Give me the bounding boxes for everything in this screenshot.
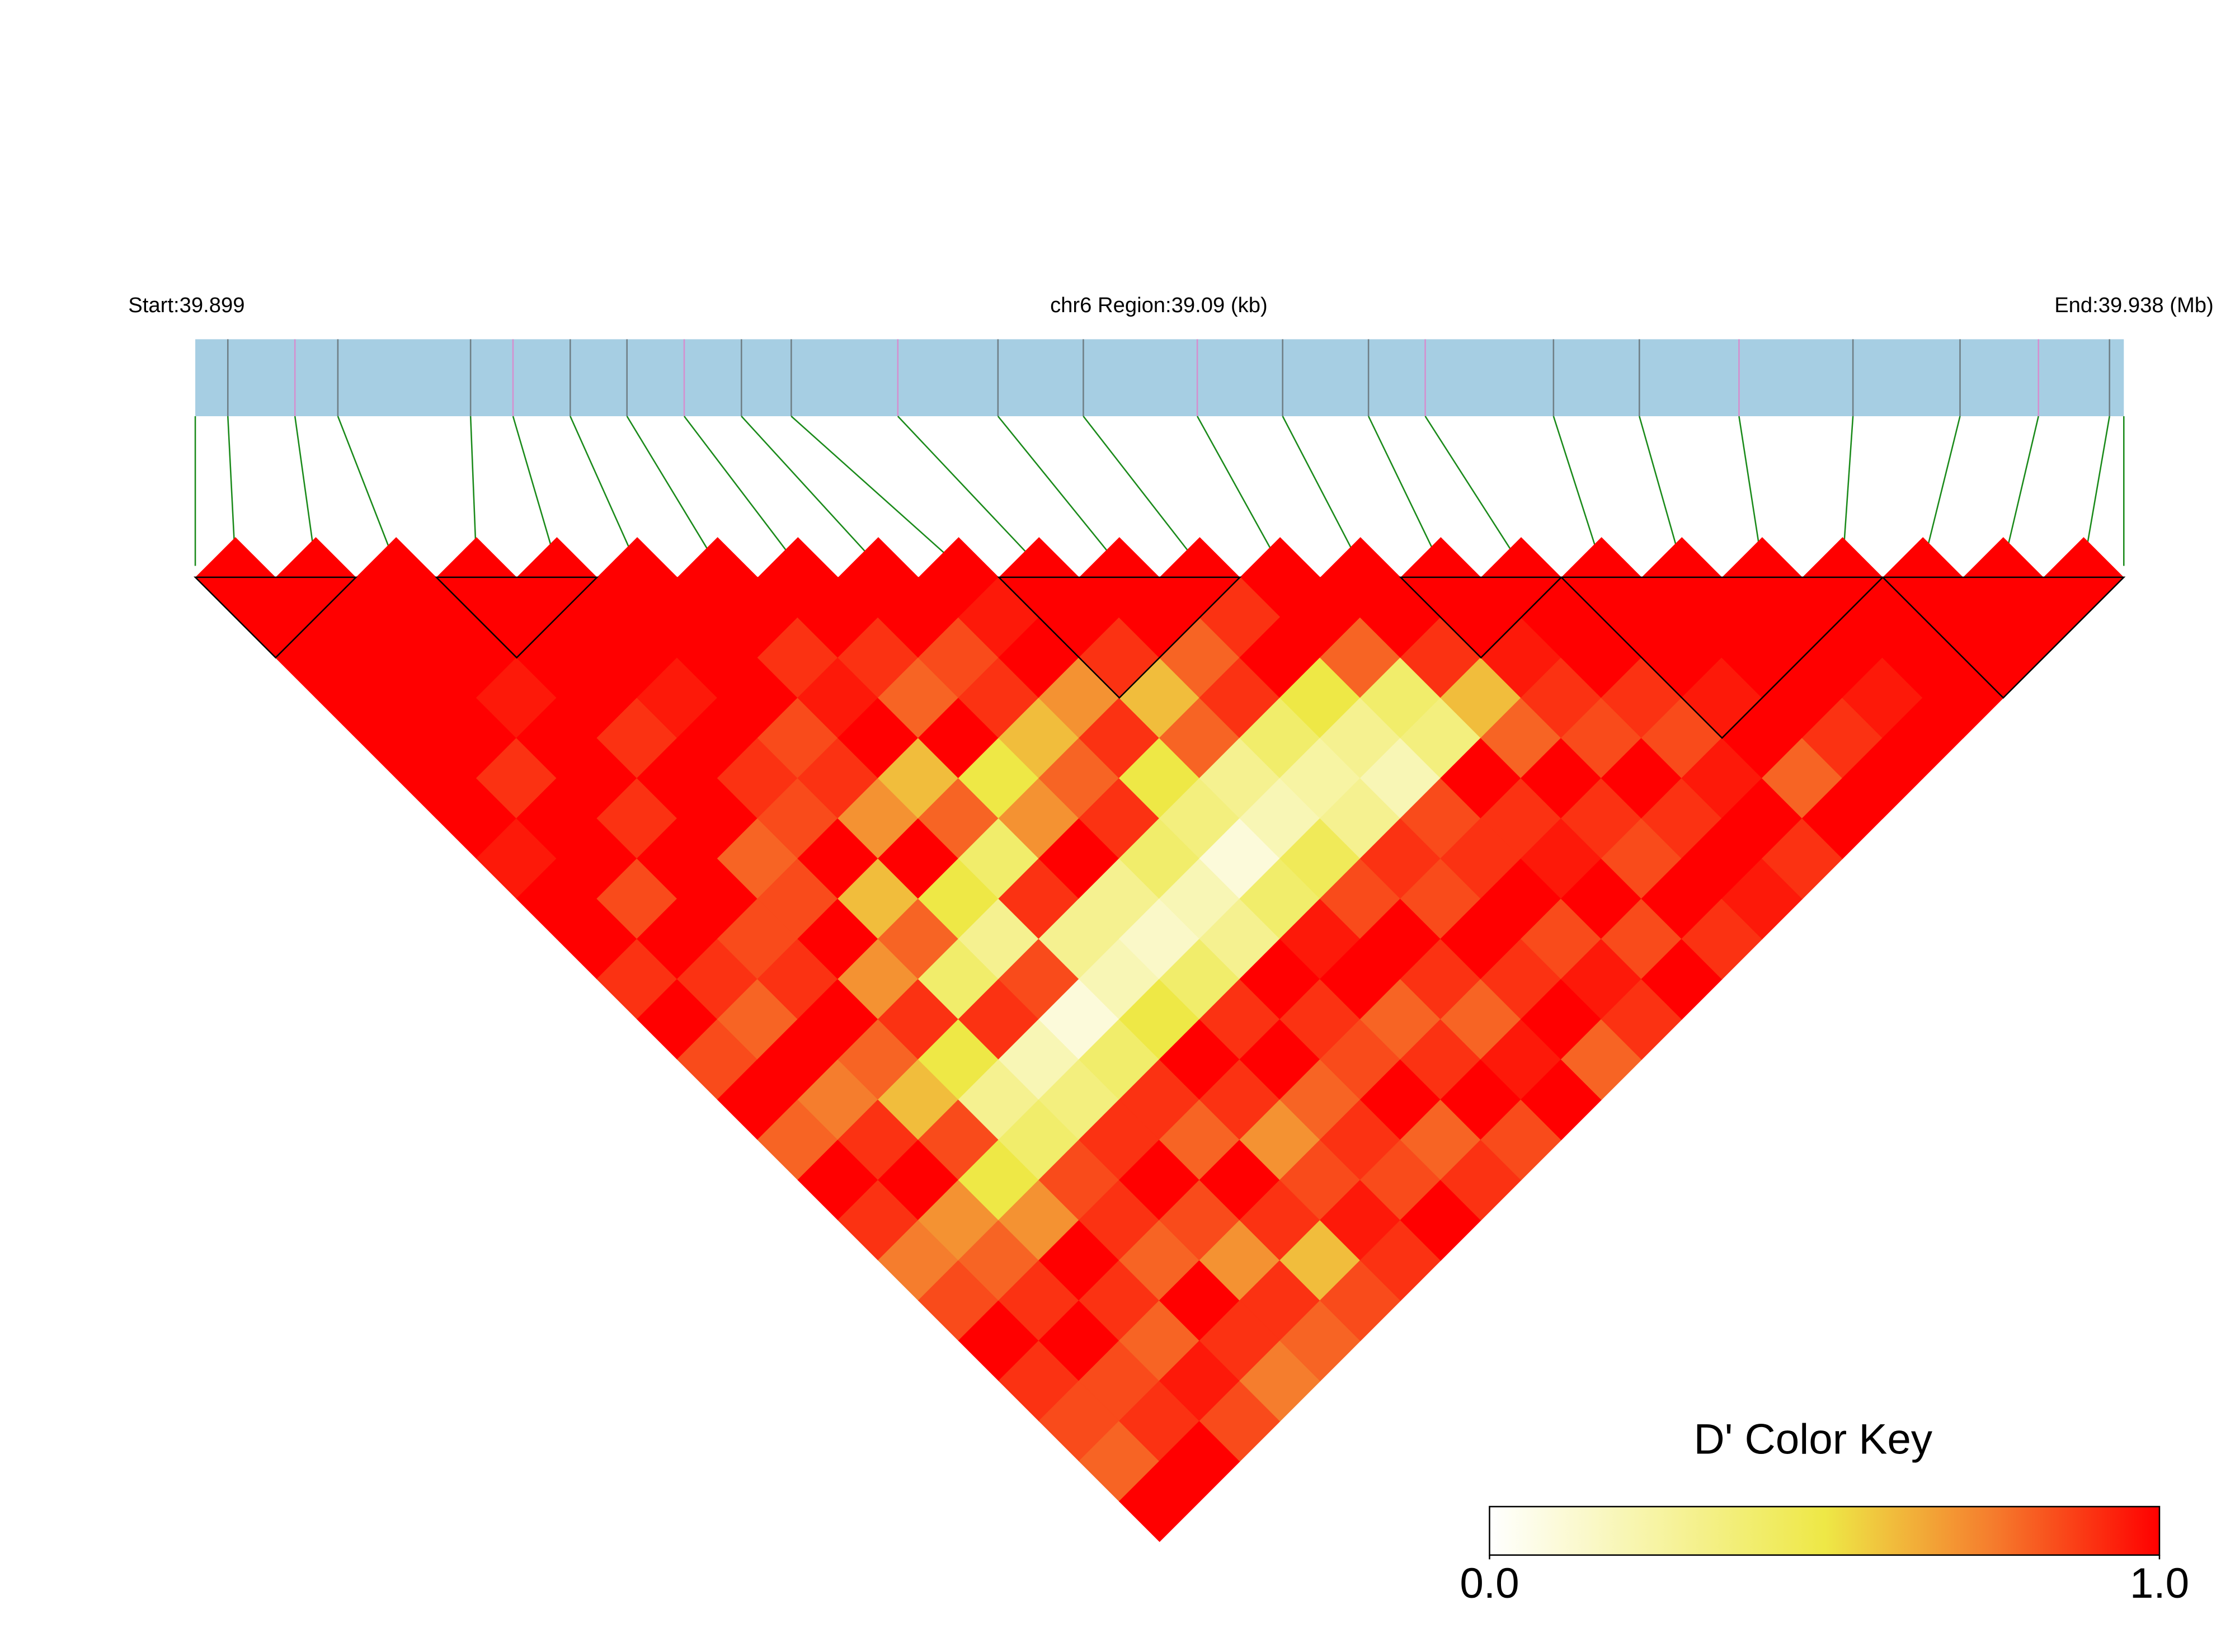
snp-connector [1197,416,1281,567]
colorbar-tick-label: 1.0 [2130,1560,2189,1607]
snp-connector [1922,416,1961,566]
snp-connector [1552,416,1602,566]
snp-connector [791,416,959,567]
snp-connector [512,416,558,566]
chart-title: chr6 Region:39.09 (kb) [1050,293,1268,317]
snp-connector [626,416,718,567]
ld-block [1881,576,2126,699]
snp-connector [1282,416,1361,567]
snp-connector [1367,416,1442,567]
snp-connector [1738,416,1763,566]
snp-connector [2083,416,2110,566]
snp-connector [741,416,879,567]
snp-connector [897,416,1040,567]
snp-connector [2002,416,2039,566]
ld-block [1559,576,1885,739]
region-bar [195,339,2124,416]
snp-connector [683,416,799,567]
ld-block [1399,576,1563,659]
ld-block [434,576,599,659]
colorbar [1489,1505,2161,1556]
snp-connector [570,416,638,567]
start-label: Start:39.899 [128,293,244,317]
end-label: End:39.938 (Mb) [2054,293,2214,317]
ld-block [193,576,358,659]
colorbar-tick-label: 0.0 [1460,1560,1519,1607]
snp-connector [997,416,1120,567]
snp-connector [1639,416,1683,566]
ld-block [997,576,1242,699]
colorbar-title: D' Color Key [1694,1416,1933,1463]
snp-connector [1424,416,1522,567]
snp-connector [1083,416,1201,567]
snp-connector [337,416,397,566]
